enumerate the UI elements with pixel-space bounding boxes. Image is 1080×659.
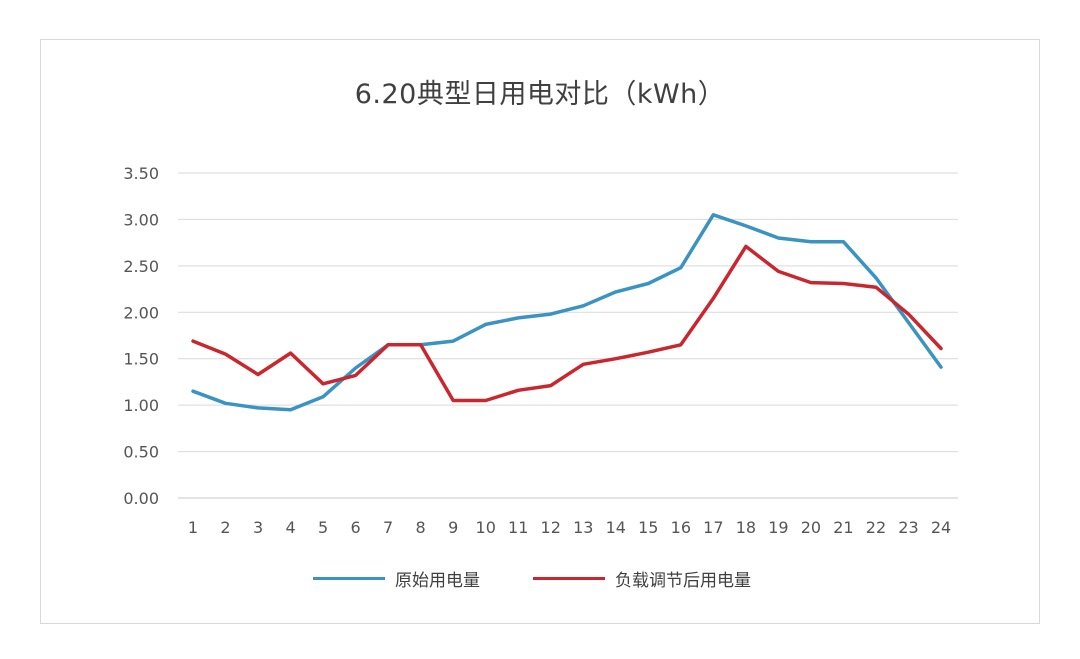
chart-frame [40,39,1040,624]
x-tick-label: 21 [833,518,853,537]
x-tick-label: 2 [220,518,230,537]
x-tick-label: 12 [541,518,561,537]
y-tick-label: 2.00 [123,303,159,322]
x-tick-label: 11 [508,518,528,537]
legend-item-original: 原始用电量 [313,566,480,591]
y-tick-label: 1.00 [123,396,159,415]
x-tick-label: 9 [448,518,458,537]
x-tick-label: 3 [253,518,263,537]
x-tick-label: 1 [188,518,198,537]
x-tick-label: 6 [351,518,361,537]
y-tick-label: 0.00 [123,489,159,508]
y-tick-label: 3.50 [123,164,159,183]
x-tick-label: 19 [768,518,788,537]
series-line-original [191,213,943,412]
legend-label-adjusted: 负载调节后用电量 [615,571,751,591]
legend: 原始用电量 负载调节后用电量 [0,566,1080,591]
legend-item-adjusted: 负载调节后用电量 [533,566,751,591]
series-line-adjusted [191,244,943,403]
x-tick-label: 14 [606,518,626,537]
x-tick-label: 16 [671,518,691,537]
x-tick-label: 4 [285,518,295,537]
x-tick-label: 22 [866,518,886,537]
x-tick-label: 7 [383,518,393,537]
chart-title: 6.20典型日用电对比（kWh） [354,79,726,110]
x-tick-label: 13 [573,518,593,537]
y-tick-label: 1.50 [123,350,159,369]
y-tick-label: 2.50 [123,257,159,276]
x-tick-label: 8 [416,518,426,537]
x-tick-label: 18 [736,518,756,537]
y-tick-label: 0.50 [123,443,159,462]
y-tick-label: 3.00 [123,210,159,229]
legend-swatch-adjusted [533,577,605,580]
legend-swatch-original [313,577,385,580]
x-tick-label: 17 [703,518,723,537]
x-tick-label: 23 [898,518,918,537]
x-tick-label: 15 [638,518,658,537]
x-tick-label: 10 [476,518,496,537]
x-tick-label: 24 [931,518,951,537]
legend-label-original: 原始用电量 [395,571,480,591]
x-tick-label: 5 [318,518,328,537]
x-tick-label: 20 [801,518,821,537]
